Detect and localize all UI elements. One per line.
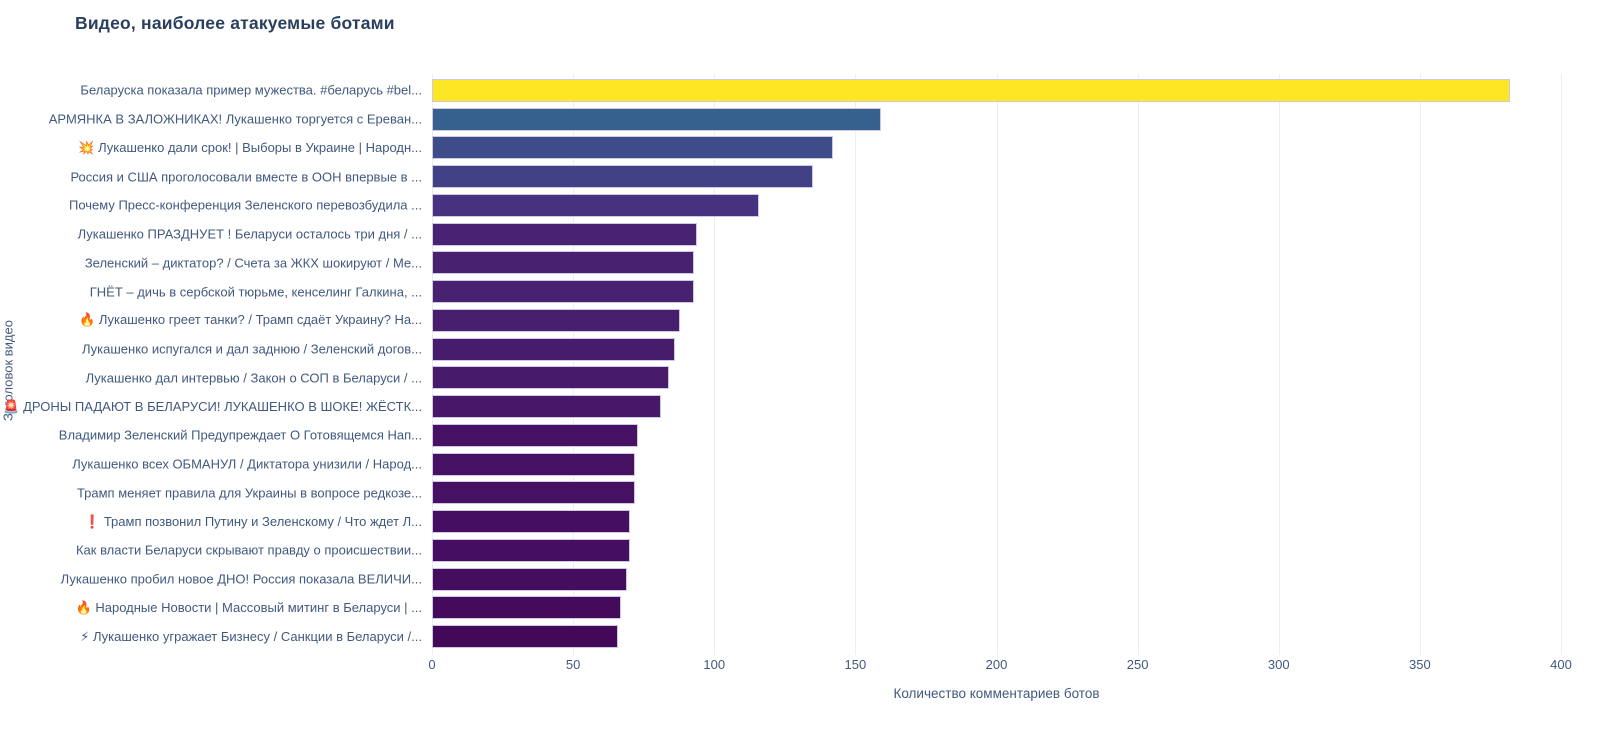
- bar-label: 💥 Лукашенко дали срок! | Выборы в Украин…: [78, 139, 422, 155]
- bar-label: Лукашенко пробил новое ДНО! Россия показ…: [60, 571, 422, 587]
- x-tick-label: 400: [1550, 657, 1572, 672]
- bar-rows: Беларуска показала пример мужества. #бел…: [3, 76, 1561, 651]
- chart-row: АРМЯНКА В ЗАЛОЖНИКАХ! Лукашенко торгуетс…: [49, 105, 1561, 134]
- bar-label: Россия и США проголосовали вместе в ООН …: [70, 169, 422, 185]
- chart-row: 🔥 Лукашенко греет танки? / Трамп сдаёт У…: [79, 306, 1561, 335]
- bar[interactable]: [432, 280, 695, 304]
- plot-area: Беларуска показала пример мужества. #бел…: [3, 74, 1562, 655]
- chart-row: Зеленский – диктатор? / Счета за ЖКХ шок…: [85, 249, 1561, 278]
- chart-row: Почему Пресс-конференция Зеленского пере…: [69, 191, 1561, 220]
- page-title: Видео, наиболее атакуемые ботами: [75, 13, 395, 33]
- x-tick-label: 100: [703, 657, 726, 672]
- x-axis-ticks: 0 50 100 150 200 250 300 350 400: [428, 657, 1571, 673]
- bar[interactable]: [432, 596, 622, 620]
- gridline: [1278, 74, 1280, 655]
- chart-row: Лукашенко испугался и дал заднюю / Зелен…: [82, 335, 1561, 364]
- bar-label: Беларуска показала пример мужества. #бел…: [80, 82, 422, 98]
- chart-row: Как власти Беларуси скрывают правду о пр…: [76, 536, 1561, 565]
- bar-label: 🔥 Лукашенко греет танки? / Трамп сдаёт У…: [79, 312, 422, 328]
- x-tick-label: 350: [1409, 657, 1431, 672]
- chart-row: ❗ Трамп позвонил Путину и Зеленскому / Ч…: [84, 507, 1561, 536]
- chart-row: Лукашенко всех ОБМАНУЛ / Диктатора унизи…: [72, 450, 1561, 479]
- bar-label: Зеленский – диктатор? / Счета за ЖКХ шок…: [84, 255, 422, 271]
- bar[interactable]: [432, 78, 1511, 102]
- bar[interactable]: [432, 423, 639, 447]
- bar[interactable]: [432, 481, 636, 505]
- bar-label: Лукашенко дал интервью / Закон о СОП в Б…: [85, 370, 422, 386]
- chart-row: Владимир Зеленский Предупреждает О Готов…: [59, 421, 1561, 450]
- gridline: [1419, 74, 1421, 655]
- bar-label: Как власти Беларуси скрывают правду о пр…: [75, 542, 422, 558]
- chart-row: 💥 Лукашенко дали срок! | Выборы в Украин…: [78, 134, 1561, 163]
- chart-row: Лукашенко пробил новое ДНО! Россия показ…: [61, 565, 1561, 594]
- chart-row: 🚨 ДРОНЫ ПАДАЮТ В БЕЛАРУСИ! ЛУКАШЕНКО В Ш…: [3, 392, 1561, 421]
- x-tick-label: 50: [565, 657, 581, 672]
- bar-label: Трамп меняет правила для Украины в вопро…: [76, 485, 422, 501]
- chart-row: ⚡ Лукашенко угражает Бизнесу / Санкции в…: [80, 622, 1561, 651]
- chart-row: Лукашенко ПРАЗДНУЕТ ! Беларуси осталось …: [78, 220, 1561, 249]
- gridline: [1137, 74, 1139, 655]
- gridline: [996, 74, 998, 655]
- bar-label: ❗ Трамп позвонил Путину и Зеленскому / Ч…: [84, 513, 422, 529]
- gridline: [573, 74, 575, 655]
- x-tick-label: 200: [985, 657, 1008, 672]
- gridline: [1561, 74, 1562, 655]
- x-tick-label: 250: [1126, 657, 1149, 672]
- chart-row: Трамп меняет правила для Украины в вопро…: [77, 479, 1561, 508]
- chart-row: Лукашенко дал интервью / Закон о СОП в Б…: [86, 364, 1561, 393]
- bar[interactable]: [432, 193, 760, 217]
- bar-label: Лукашенко испугался и дал заднюю / Зелен…: [81, 341, 422, 357]
- bar[interactable]: [432, 165, 814, 189]
- bar[interactable]: [432, 452, 636, 476]
- x-tick-label: 150: [844, 657, 867, 672]
- bar-label: Лукашенко всех ОБМАНУЛ / Диктатора унизи…: [72, 456, 422, 472]
- bar[interactable]: [432, 222, 698, 246]
- bar-label: ГНЁТ – дичь в сербской тюрьме, кенселинг…: [89, 284, 422, 300]
- x-axis-title: Количество комментариев ботов: [893, 686, 1100, 701]
- bar[interactable]: [432, 538, 630, 562]
- chart-row: 🔥 Народные Новости | Массовый митинг в Б…: [76, 594, 1561, 623]
- bar-label: АРМЯНКА В ЗАЛОЖНИКАХ! Лукашенко торгуетс…: [48, 111, 422, 127]
- gridline: [714, 74, 716, 655]
- x-tick-label: 300: [1267, 657, 1290, 672]
- bar[interactable]: [432, 107, 881, 131]
- chart-row: ГНЁТ – дичь в сербской тюрьме, кенселинг…: [90, 277, 1561, 306]
- bar[interactable]: [432, 625, 619, 649]
- bar-label: 🚨 ДРОНЫ ПАДАЮТ В БЕЛАРУСИ! ЛУКАШЕНКО В Ш…: [3, 398, 422, 414]
- x-tick-label: 0: [428, 657, 436, 672]
- bar[interactable]: [432, 337, 675, 361]
- chart-row: Беларуска показала пример мужества. #бел…: [80, 76, 1561, 105]
- bar[interactable]: [432, 567, 627, 591]
- bar[interactable]: [432, 251, 695, 275]
- gridline: [432, 74, 433, 655]
- bar-label: ⚡ Лукашенко угражает Бизнесу / Санкции в…: [80, 628, 422, 644]
- bar[interactable]: [432, 510, 630, 534]
- bar-label: Почему Пресс-конференция Зеленского пере…: [68, 197, 422, 213]
- gridline: [855, 74, 857, 655]
- bar-label: Владимир Зеленский Предупреждает О Готов…: [58, 427, 422, 443]
- chart-row: Россия и США проголосовали вместе в ООН …: [70, 162, 1561, 191]
- bar[interactable]: [432, 366, 670, 390]
- bar[interactable]: [432, 395, 661, 419]
- bar[interactable]: [432, 136, 833, 160]
- bar[interactable]: [432, 308, 681, 332]
- bar-label: 🔥 Народные Новости | Массовый митинг в Б…: [75, 599, 422, 615]
- bar-label: Лукашенко ПРАЗДНУЕТ ! Беларуси осталось …: [77, 226, 422, 242]
